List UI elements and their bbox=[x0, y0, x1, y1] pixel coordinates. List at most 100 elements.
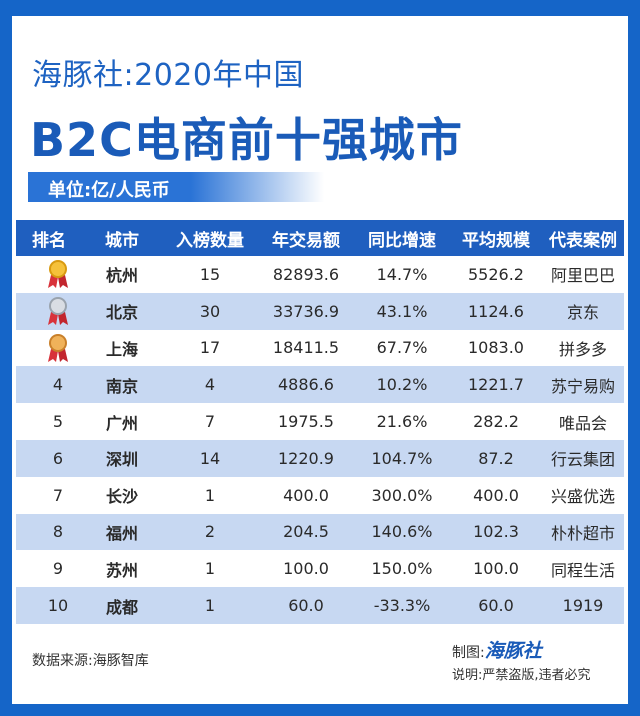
growth-cell: 300.0% bbox=[354, 476, 450, 514]
ranking-table: 排名 城市 入榜数量 年交易额 同比增速 平均规模 代表案例 杭州 15 82893… bbox=[16, 220, 624, 624]
column-header: 排名 bbox=[16, 220, 82, 256]
avg-cell: 1124.6 bbox=[450, 292, 542, 330]
column-header: 同比增速 bbox=[354, 220, 450, 256]
bronze-medal-icon bbox=[45, 333, 71, 363]
example-cell: 唯品会 bbox=[542, 403, 624, 440]
rank-cell: 10 bbox=[16, 587, 82, 624]
column-header: 年交易额 bbox=[258, 220, 354, 256]
example-cell: 苏宁易购 bbox=[542, 366, 624, 404]
column-header: 平均规模 bbox=[450, 220, 542, 256]
data-source: 数据来源:海豚智库 bbox=[32, 653, 149, 669]
table-row: 7 长沙 1 400.0 300.0% 400.0 兴盛优选 bbox=[16, 476, 624, 514]
column-header: 代表案例 bbox=[542, 220, 624, 256]
maker-label: 制图: bbox=[452, 645, 485, 661]
avg-cell: 400.0 bbox=[450, 476, 542, 514]
count-cell: 4 bbox=[162, 366, 258, 404]
table-header-row: 排名 城市 入榜数量 年交易额 同比增速 平均规模 代表案例 bbox=[16, 220, 624, 256]
example-cell: 同程生活 bbox=[542, 550, 624, 588]
city-cell: 长沙 bbox=[82, 476, 162, 514]
example-cell: 拼多多 bbox=[542, 329, 624, 367]
volume-cell: 60.0 bbox=[258, 587, 354, 624]
count-cell: 14 bbox=[162, 439, 258, 477]
volume-cell: 1220.9 bbox=[258, 439, 354, 477]
rank-cell: 4 bbox=[16, 366, 82, 404]
growth-cell: 14.7% bbox=[354, 256, 450, 293]
avg-cell: 1083.0 bbox=[450, 329, 542, 367]
headline-line1: 海豚社:2020年中国 bbox=[32, 58, 304, 93]
copyright-notice: 说明:严禁盗版,违者必究 bbox=[452, 668, 591, 683]
rank-cell: 7 bbox=[16, 476, 82, 514]
example-cell: 行云集团 bbox=[542, 439, 624, 477]
growth-cell: 104.7% bbox=[354, 439, 450, 477]
avg-cell: 282.2 bbox=[450, 403, 542, 440]
growth-cell: 43.1% bbox=[354, 292, 450, 330]
table-row: 6 深圳 14 1220.9 104.7% 87.2 行云集团 bbox=[16, 439, 624, 477]
avg-cell: 102.3 bbox=[450, 513, 542, 551]
volume-cell: 100.0 bbox=[258, 550, 354, 588]
example-cell: 阿里巴巴 bbox=[542, 256, 624, 293]
avg-cell: 60.0 bbox=[450, 587, 542, 624]
table-row: 10 成都 1 60.0 -33.3% 60.0 1919 bbox=[16, 587, 624, 624]
table-row: 上海 17 18411.5 67.7% 1083.0 拼多多 bbox=[16, 329, 624, 367]
rank-cell bbox=[16, 256, 82, 293]
growth-cell: 10.2% bbox=[354, 366, 450, 404]
gold-medal-icon bbox=[45, 259, 71, 289]
table-row: 5 广州 7 1975.5 21.6% 282.2 唯品会 bbox=[16, 403, 624, 440]
city-cell: 上海 bbox=[82, 329, 162, 367]
city-cell: 成都 bbox=[82, 587, 162, 624]
headline-line2: B2C电商前十强城市 bbox=[30, 113, 463, 167]
infographic-card: 海豚社:2020年中国 B2C电商前十强城市 单位:亿/人民币 排名 城市 入榜… bbox=[12, 16, 628, 704]
volume-cell: 33736.9 bbox=[258, 292, 354, 330]
example-cell: 兴盛优选 bbox=[542, 476, 624, 514]
volume-cell: 82893.6 bbox=[258, 256, 354, 293]
table-row: 4 南京 4 4886.6 10.2% 1221.7 苏宁易购 bbox=[16, 366, 624, 404]
avg-cell: 100.0 bbox=[450, 550, 542, 588]
rank-cell bbox=[16, 292, 82, 330]
count-cell: 1 bbox=[162, 476, 258, 514]
silver-medal-icon bbox=[45, 296, 71, 326]
growth-cell: 140.6% bbox=[354, 513, 450, 551]
growth-cell: 67.7% bbox=[354, 329, 450, 367]
maker-brand: 海豚社 bbox=[484, 640, 542, 662]
example-cell: 朴朴超市 bbox=[542, 513, 624, 551]
volume-cell: 4886.6 bbox=[258, 366, 354, 404]
count-cell: 17 bbox=[162, 329, 258, 367]
example-cell: 1919 bbox=[542, 587, 624, 624]
unit-badge: 单位:亿/人民币 bbox=[28, 172, 324, 202]
city-cell: 苏州 bbox=[82, 550, 162, 588]
city-cell: 南京 bbox=[82, 366, 162, 404]
count-cell: 1 bbox=[162, 587, 258, 624]
city-cell: 深圳 bbox=[82, 439, 162, 477]
count-cell: 15 bbox=[162, 256, 258, 293]
count-cell: 1 bbox=[162, 550, 258, 588]
rank-cell: 8 bbox=[16, 513, 82, 551]
growth-cell: 21.6% bbox=[354, 403, 450, 440]
rank-cell: 5 bbox=[16, 403, 82, 440]
table-row: 9 苏州 1 100.0 150.0% 100.0 同程生活 bbox=[16, 550, 624, 588]
volume-cell: 204.5 bbox=[258, 513, 354, 551]
example-cell: 京东 bbox=[542, 292, 624, 330]
table-row: 8 福州 2 204.5 140.6% 102.3 朴朴超市 bbox=[16, 513, 624, 551]
unit-label: 单位:亿/人民币 bbox=[48, 180, 170, 201]
table-row: 杭州 15 82893.6 14.7% 5526.2 阿里巴巴 bbox=[16, 256, 624, 293]
rank-cell: 9 bbox=[16, 550, 82, 588]
avg-cell: 5526.2 bbox=[450, 256, 542, 293]
column-header: 城市 bbox=[82, 220, 162, 256]
city-cell: 福州 bbox=[82, 513, 162, 551]
volume-cell: 18411.5 bbox=[258, 329, 354, 367]
table-row: 北京 30 33736.9 43.1% 1124.6 京东 bbox=[16, 292, 624, 330]
growth-cell: 150.0% bbox=[354, 550, 450, 588]
avg-cell: 87.2 bbox=[450, 439, 542, 477]
city-cell: 北京 bbox=[82, 292, 162, 330]
column-header: 入榜数量 bbox=[162, 220, 258, 256]
count-cell: 30 bbox=[162, 292, 258, 330]
city-cell: 杭州 bbox=[82, 256, 162, 293]
avg-cell: 1221.7 bbox=[450, 366, 542, 404]
growth-cell: -33.3% bbox=[354, 587, 450, 624]
maker-credit: 制图:海豚社 bbox=[452, 636, 542, 663]
count-cell: 7 bbox=[162, 403, 258, 440]
city-cell: 广州 bbox=[82, 403, 162, 440]
rank-cell: 6 bbox=[16, 439, 82, 477]
rank-cell bbox=[16, 329, 82, 367]
count-cell: 2 bbox=[162, 513, 258, 551]
